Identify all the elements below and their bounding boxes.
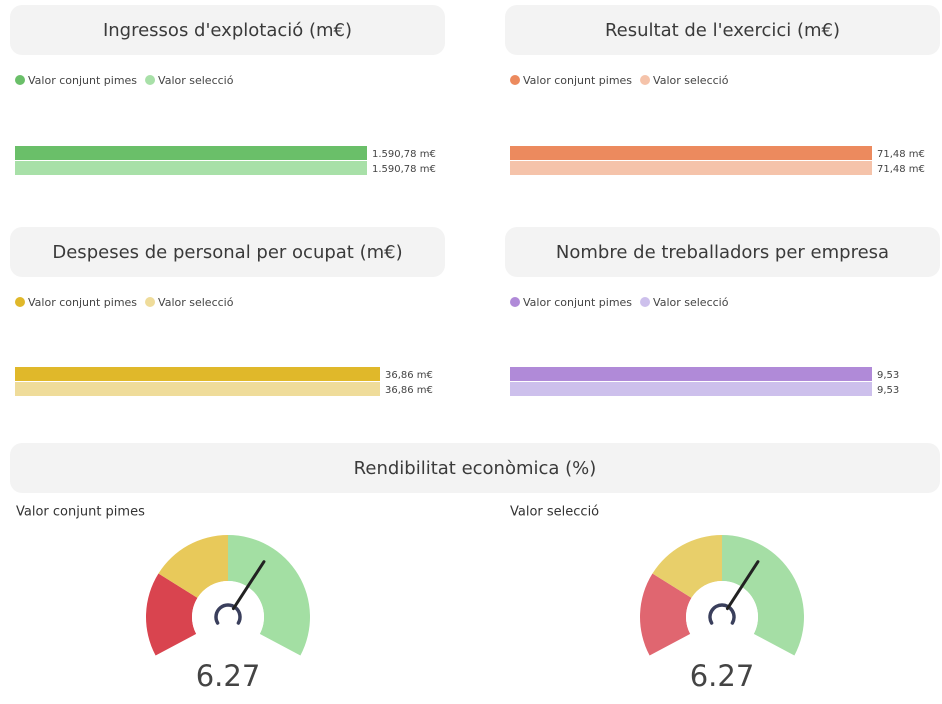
legend-label: Valor conjunt pimes <box>523 296 632 309</box>
legend-label: Valor selecció <box>653 74 729 87</box>
value-label: 71,48 m€ <box>877 149 925 160</box>
legend-label: Valor conjunt pimes <box>28 74 137 87</box>
legend-swatch <box>510 297 520 307</box>
bar <box>510 146 872 160</box>
legend-label: Valor conjunt pimes <box>28 296 137 309</box>
legend-swatch <box>510 75 520 85</box>
chart-title: Ingressos d'explotació (m€) <box>103 20 352 41</box>
gauge-band <box>158 535 228 598</box>
bar <box>510 367 872 381</box>
gauge-needle <box>231 560 266 611</box>
value-label: 36,86 m€ <box>385 385 433 396</box>
bar <box>510 161 872 175</box>
title-box <box>10 227 445 277</box>
gauge-needle <box>725 560 760 611</box>
legend-swatch <box>15 297 25 307</box>
legend-label: Valor selecció <box>158 296 234 309</box>
title-box <box>10 443 940 493</box>
value-label: 1.590,78 m€ <box>372 164 436 175</box>
legend-swatch <box>15 75 25 85</box>
legend-swatch <box>640 75 651 85</box>
value-label: 9,53 <box>877 370 899 381</box>
gauge-hub <box>192 581 264 653</box>
bar <box>15 146 367 160</box>
bar <box>15 367 380 381</box>
gauge-value: 6.27 <box>690 659 755 693</box>
legend-label: Valor selecció <box>653 296 729 309</box>
legend-swatch <box>640 297 651 307</box>
chart-title: Nombre de treballadors per empresa <box>556 242 889 263</box>
legend-swatch <box>145 75 156 85</box>
gauge-label: Valor selecció <box>510 505 599 520</box>
value-label: 1.590,78 m€ <box>372 149 436 160</box>
bar <box>510 382 872 396</box>
chart-title: Resultat de l'exercici (m€) <box>605 20 840 41</box>
value-label: 71,48 m€ <box>877 164 925 175</box>
value-label: 9,53 <box>877 385 899 396</box>
legend-label: Valor selecció <box>158 74 234 87</box>
gauge-label: Valor conjunt pimes <box>16 505 145 520</box>
gauge-band <box>722 535 804 656</box>
value-label: 36,86 m€ <box>385 370 433 381</box>
legend-label: Valor conjunt pimes <box>523 74 632 87</box>
title-box <box>505 5 940 55</box>
gauge-hook <box>708 603 736 625</box>
bar <box>15 382 380 396</box>
title-box <box>10 5 445 55</box>
chart-title: Rendibilitat econòmica (%) <box>354 458 597 479</box>
gauge-band <box>652 535 722 598</box>
title-box <box>505 227 940 277</box>
gauge-band <box>146 573 198 656</box>
chart-title: Despeses de personal per ocupat (m€) <box>52 242 402 263</box>
legend-swatch <box>145 297 156 307</box>
gauge-band <box>640 573 692 656</box>
gauge-value: 6.27 <box>196 659 261 693</box>
gauge-hook <box>214 603 242 625</box>
gauge-band <box>228 535 310 656</box>
bar <box>15 161 367 175</box>
gauge-hub <box>686 581 758 653</box>
